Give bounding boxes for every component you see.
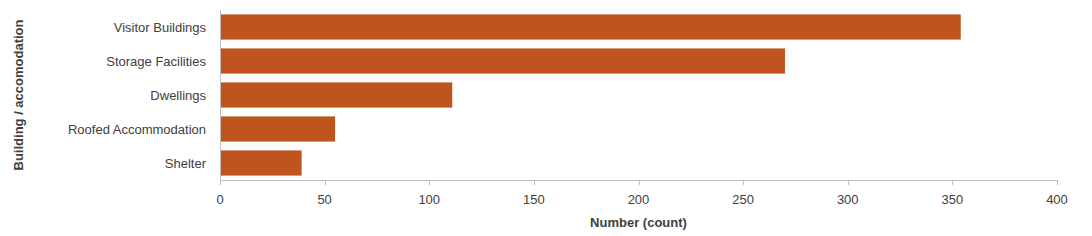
x-tick-label: 250: [732, 192, 754, 207]
bar: [220, 116, 335, 141]
x-tick: [848, 180, 849, 185]
category-label: Roofed Accommodation: [68, 122, 206, 137]
bar: [220, 82, 452, 107]
x-axis-line: [220, 180, 1057, 181]
x-tick: [220, 180, 221, 185]
bar: [220, 150, 302, 175]
category-label: Dwellings: [150, 88, 206, 103]
x-tick-label: 400: [1046, 192, 1068, 207]
x-tick: [1057, 180, 1058, 185]
x-tick-label: 150: [523, 192, 545, 207]
x-tick-label: 300: [837, 192, 859, 207]
chart-container: 0 50 100 150 200 250 300 350 400 Visitor Building…: [0, 0, 1092, 236]
x-tick: [534, 180, 535, 185]
x-tick: [639, 180, 640, 185]
category-label: Visitor Buildings: [114, 20, 207, 35]
y-axis-title: Building / accomodation: [11, 19, 26, 170]
chart-svg: 0 50 100 150 200 250 300 350 400 Visitor Building…: [0, 0, 1092, 236]
x-tick-label: 350: [942, 192, 964, 207]
x-tick-label: 0: [216, 192, 223, 207]
y-axis-line: [220, 10, 221, 180]
x-tick-label: 200: [628, 192, 650, 207]
x-tick: [743, 180, 744, 185]
x-axis-title: Number (count): [590, 215, 687, 230]
x-tick: [325, 180, 326, 185]
bar: [220, 14, 961, 39]
x-tick: [952, 180, 953, 185]
bars: [220, 14, 961, 175]
category-label: Shelter: [165, 156, 207, 171]
bar: [220, 48, 785, 73]
category-label: Storage Facilities: [106, 54, 206, 69]
x-tick-label: 50: [317, 192, 331, 207]
x-tick: [429, 180, 430, 185]
x-tick-label: 100: [418, 192, 440, 207]
